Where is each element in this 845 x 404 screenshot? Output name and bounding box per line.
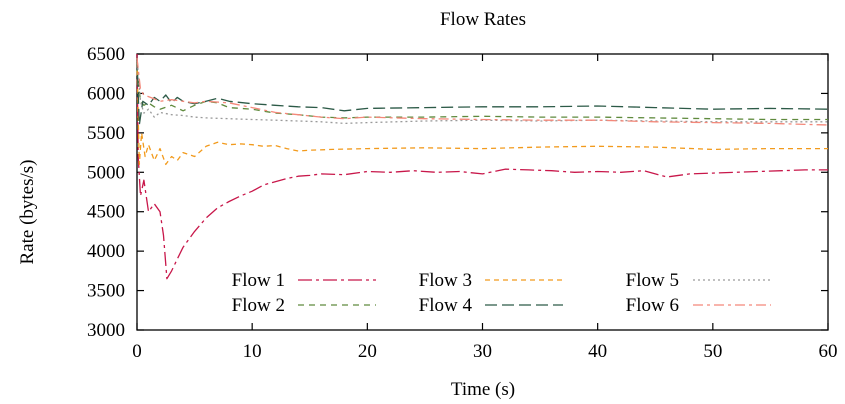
series-line-2 — [136, 69, 828, 121]
y-tick-label: 6000 — [87, 83, 125, 104]
series-line-6 — [136, 57, 829, 126]
legend-label-4: Flow 4 — [419, 295, 473, 316]
legend-label-2: Flow 2 — [232, 295, 285, 316]
series-line-3 — [136, 61, 828, 166]
legend-label-5: Flow 5 — [626, 270, 679, 291]
x-axis-label: Time (s) — [451, 379, 515, 400]
legend-label-3: Flow 3 — [419, 270, 472, 291]
chart-title: Flow Rates — [440, 9, 526, 30]
y-tick-label: 5000 — [87, 162, 125, 183]
legend-label-6: Flow 6 — [626, 295, 679, 316]
y-tick-label: 5500 — [87, 123, 125, 144]
x-axis: 0 10 20 30 40 50 60 — [132, 54, 838, 362]
y-tick-label: 3000 — [87, 320, 125, 341]
legend: Flow 1 Flow 2 Flow 3 Flow 4 Flow 5 Flow 6 — [232, 270, 771, 316]
series-lines — [136, 53, 829, 280]
y-tick-label: 3500 — [87, 281, 125, 302]
y-tick-label: 6500 — [87, 44, 125, 65]
x-tick-label: 60 — [819, 341, 838, 362]
x-tick-label: 20 — [358, 341, 377, 362]
y-axis-label: Rate (bytes/s) — [17, 159, 38, 264]
x-tick-label: 30 — [473, 341, 492, 362]
series-line-1 — [136, 53, 828, 280]
x-tick-label: 50 — [703, 341, 722, 362]
x-tick-label: 10 — [243, 341, 262, 362]
legend-label-1: Flow 1 — [232, 270, 285, 291]
y-tick-label: 4000 — [87, 241, 125, 262]
x-tick-label: 40 — [588, 341, 607, 362]
y-axis: 3000 3500 4000 4500 5000 5500 6000 6500 — [87, 44, 828, 341]
series-line-4 — [136, 57, 829, 126]
x-tick-label: 0 — [132, 341, 142, 362]
y-tick-label: 4500 — [87, 202, 125, 223]
series-line-5 — [136, 57, 828, 125]
